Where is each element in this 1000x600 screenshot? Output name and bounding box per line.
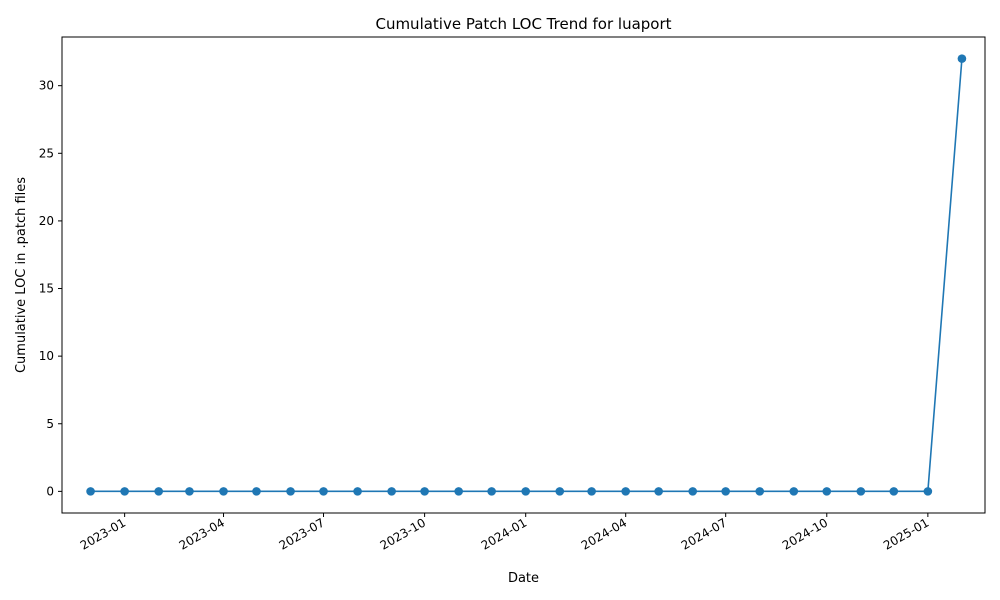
data-point bbox=[521, 487, 530, 496]
x-tick-label: 2024-10 bbox=[780, 515, 830, 552]
data-point bbox=[856, 487, 866, 496]
x-tick-label: 2024-07 bbox=[679, 515, 729, 552]
data-point bbox=[454, 487, 463, 496]
y-tick-label: 10 bbox=[39, 349, 54, 363]
axes-frame bbox=[61, 36, 986, 514]
data-point bbox=[319, 487, 328, 496]
x-tick-label: 2023-10 bbox=[378, 515, 428, 552]
x-axis-label: Date bbox=[508, 571, 539, 586]
data-point bbox=[621, 487, 630, 496]
y-tick-label: 20 bbox=[39, 214, 54, 228]
x-tick-label: 2023-07 bbox=[277, 515, 327, 552]
data-point bbox=[555, 487, 565, 496]
data-point bbox=[86, 487, 95, 496]
data-point bbox=[154, 487, 163, 496]
data-point bbox=[120, 487, 129, 496]
series-line bbox=[90, 58, 963, 493]
data-point bbox=[688, 487, 698, 496]
y-tick-label: 5 bbox=[46, 417, 54, 431]
data-point bbox=[923, 487, 933, 496]
data-point bbox=[219, 487, 228, 496]
data-point bbox=[654, 487, 663, 496]
data-point bbox=[587, 487, 596, 496]
x-tick-label: 2024-01 bbox=[479, 515, 529, 552]
y-tick-label: 0 bbox=[46, 484, 54, 498]
data-point bbox=[755, 487, 765, 496]
y-axis-label: Cumulative LOC in .patch files bbox=[14, 177, 29, 373]
x-tick-label: 2024-04 bbox=[579, 515, 629, 552]
data-point bbox=[420, 487, 429, 496]
y-tick-label: 25 bbox=[39, 146, 54, 160]
data-point bbox=[387, 487, 396, 496]
data-point bbox=[353, 487, 362, 496]
x-tick-label: 2023-01 bbox=[78, 515, 128, 552]
x-tick-label: 2023-04 bbox=[177, 515, 227, 552]
data-point bbox=[185, 487, 194, 496]
plot-area: 0 5 10 15 20 25 30 2023-01 2023-04 2023-07 2023-10… bbox=[39, 36, 986, 553]
data-point bbox=[487, 487, 496, 496]
data-point bbox=[286, 487, 295, 496]
data-point bbox=[252, 487, 261, 496]
data-point bbox=[957, 54, 967, 63]
data-point bbox=[889, 487, 899, 496]
chart-title: Cumulative Patch LOC Trend for luaport bbox=[375, 15, 671, 33]
data-point bbox=[721, 487, 730, 496]
y-tick-label: 15 bbox=[39, 282, 54, 296]
data-point bbox=[789, 487, 799, 496]
x-tick-label: 2025-01 bbox=[881, 515, 931, 552]
data-point bbox=[822, 487, 832, 496]
y-tick-label: 30 bbox=[39, 79, 54, 93]
